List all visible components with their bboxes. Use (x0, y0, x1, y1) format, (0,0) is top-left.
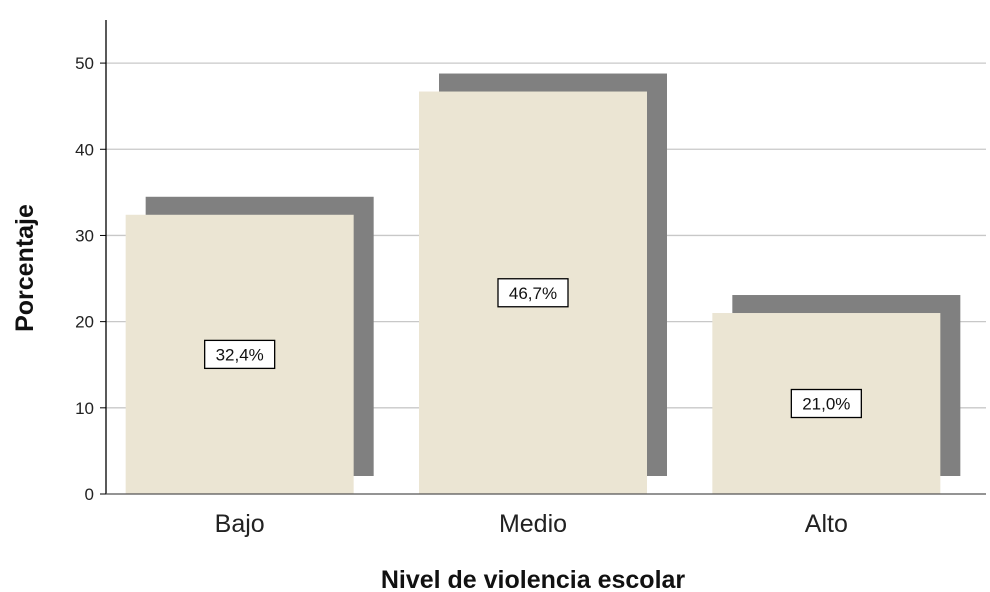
y-tick-label-30: 30 (75, 226, 94, 245)
y-tick-label-0: 0 (85, 485, 94, 504)
data-label-box-medio (497, 278, 569, 308)
data-label-alto: 21,0% (802, 395, 850, 414)
y-axis-title: Porcentaje (11, 204, 39, 332)
y-tick-label-40: 40 (75, 140, 94, 159)
x-tick-label-bajo: Bajo (215, 510, 265, 538)
y-tick-label-50: 50 (75, 54, 94, 73)
data-label-box-bajo (204, 339, 276, 370)
y-tick-label-20: 20 (75, 313, 94, 332)
y-tick-label-10: 10 (75, 399, 94, 418)
data-label-medio: 46,7% (509, 284, 557, 303)
x-axis-title: Nivel de violencia escolar (381, 566, 686, 592)
data-label-bajo: 32,4% (216, 345, 264, 364)
data-labels: 32,4% 46,7% 21,0% (204, 278, 862, 419)
x-tick-label-medio: Medio (499, 510, 567, 538)
axes: 0 10 20 30 40 50 Bajo Medio Alto (75, 20, 986, 538)
data-label-box-alto (790, 388, 862, 419)
x-tick-label-alto: Alto (805, 510, 848, 538)
